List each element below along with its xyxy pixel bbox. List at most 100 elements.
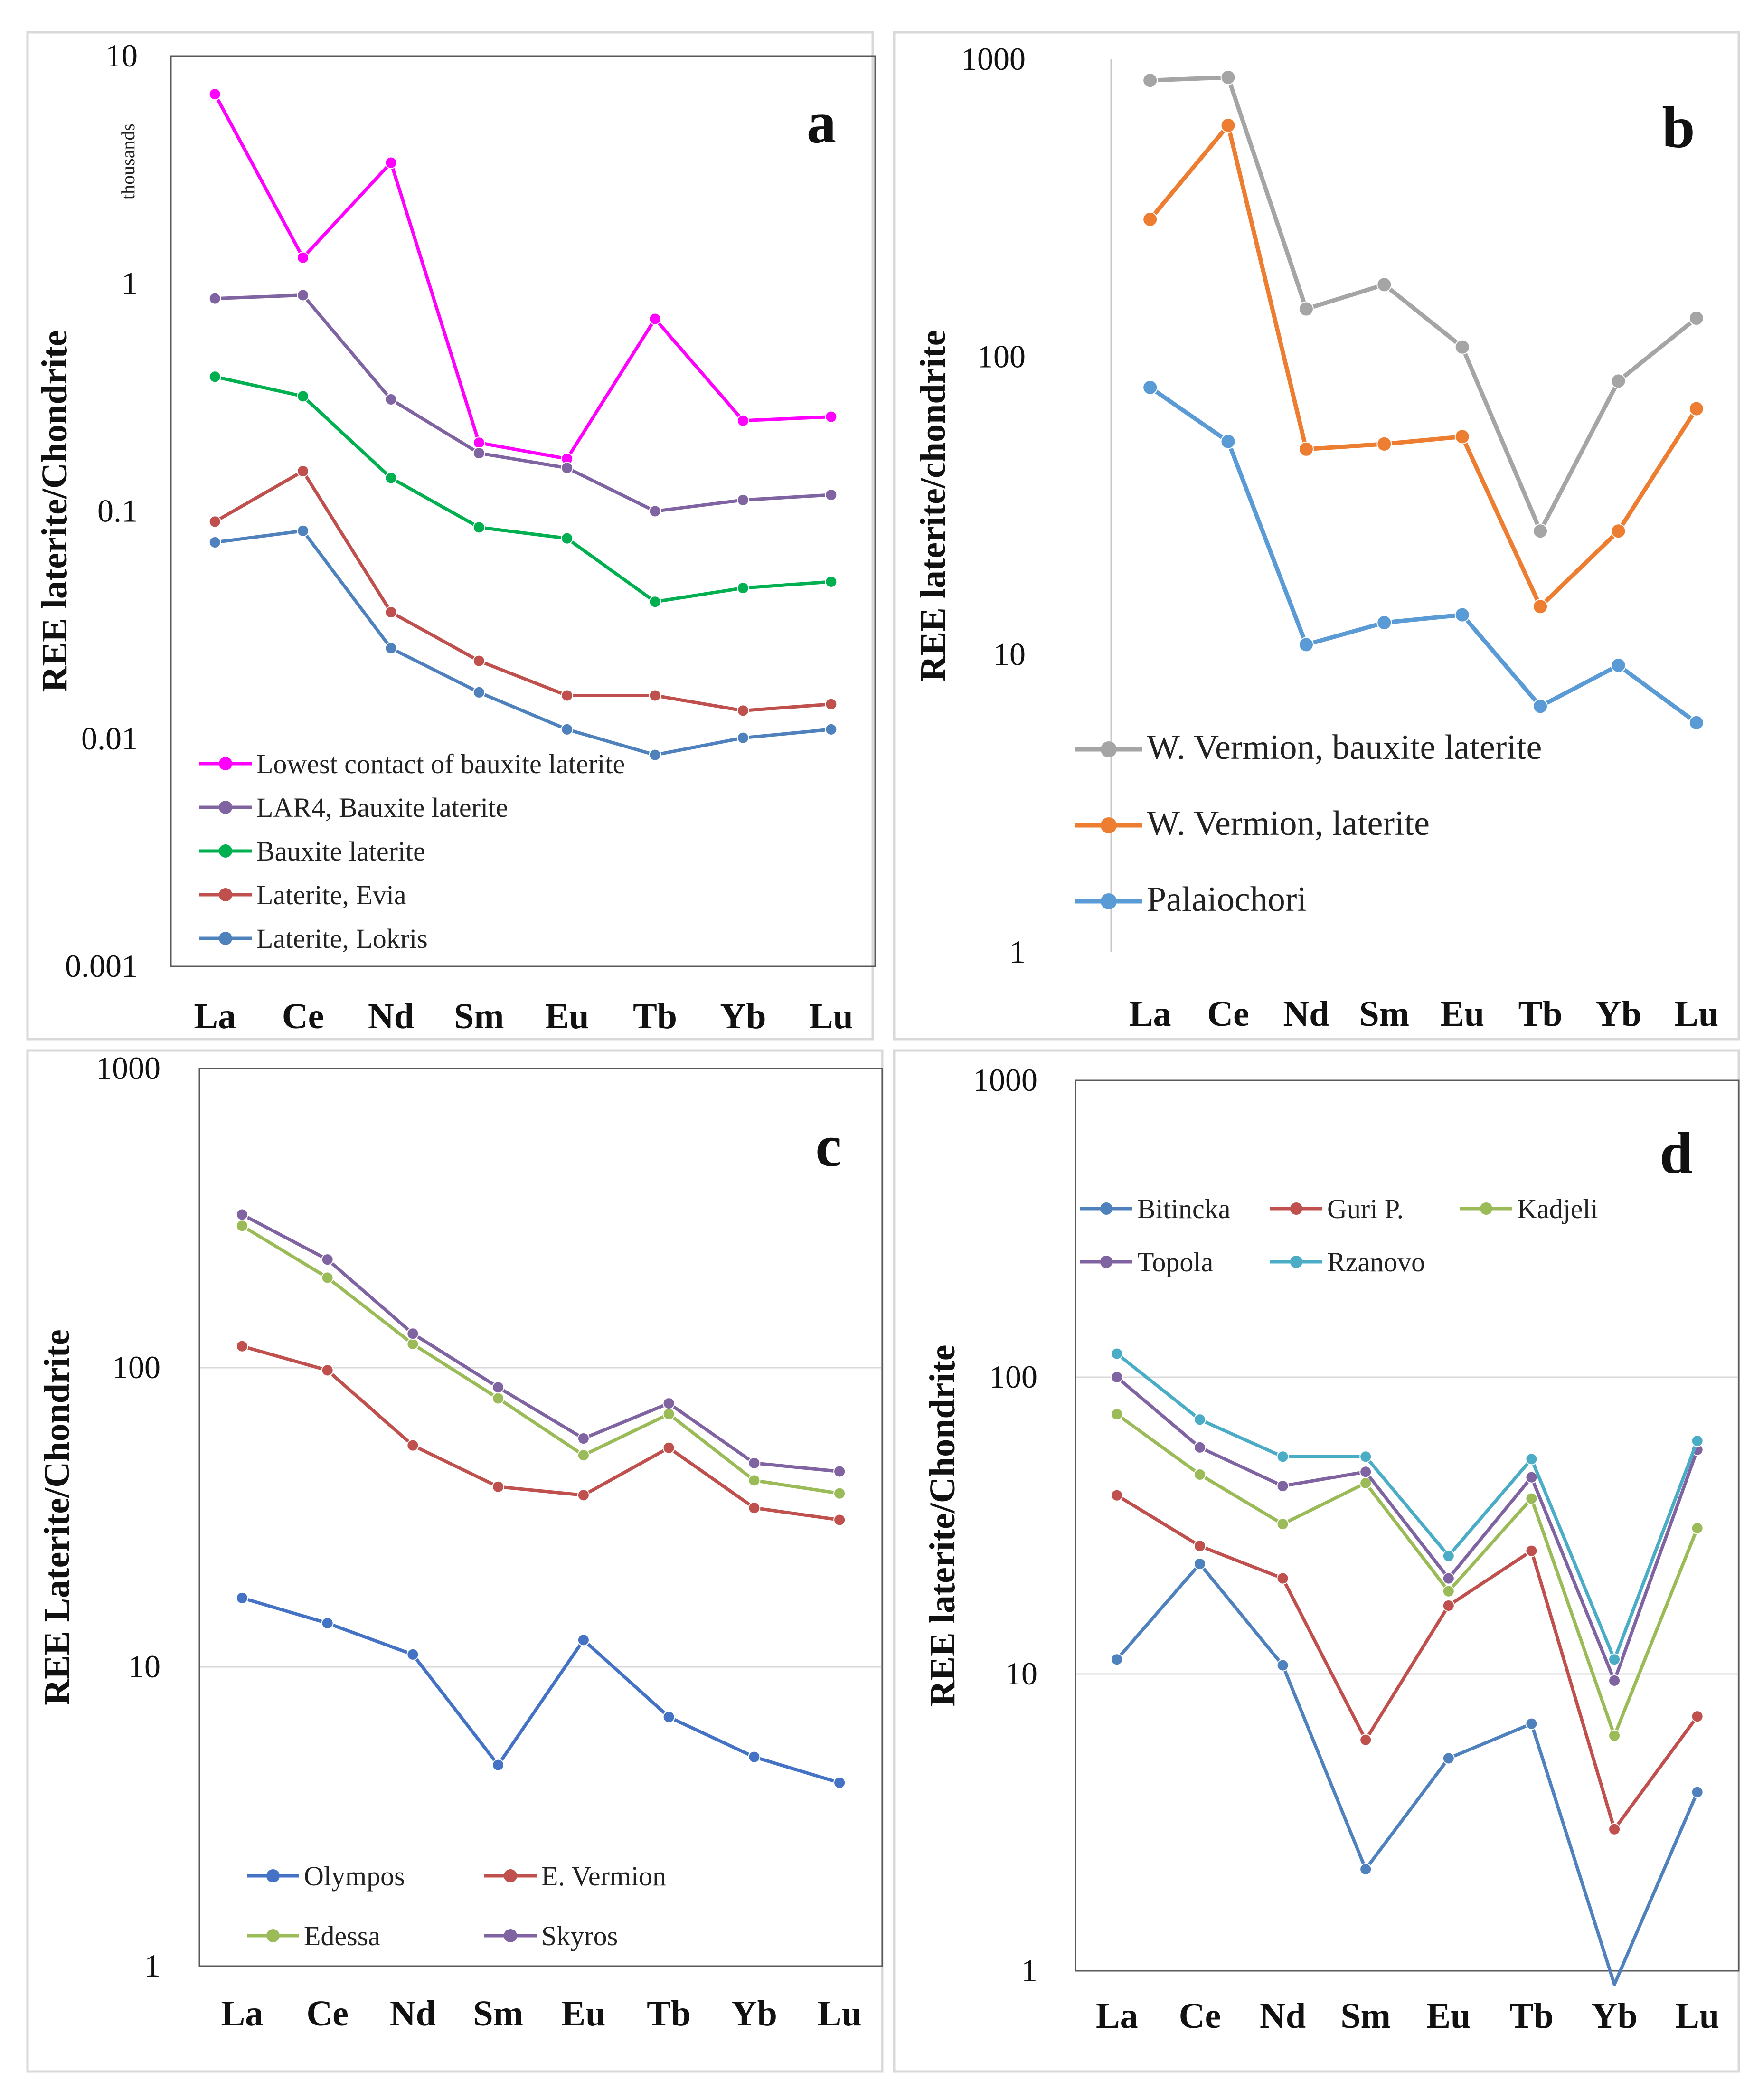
- data-point: [1442, 1585, 1455, 1598]
- legend-label: Skyros: [541, 1920, 618, 1951]
- legend-entry: W. Vermion, laterite: [1075, 804, 1430, 843]
- data-point: [736, 731, 749, 744]
- x-category-label: Nd: [368, 996, 414, 1036]
- data-point: [649, 689, 661, 702]
- data-point: [1691, 1522, 1704, 1534]
- y-tick-label: 10: [128, 1648, 160, 1684]
- legend-label: Guri P.: [1327, 1193, 1404, 1224]
- panel-d: 1000 100 10 1 La Ce Nd Sm Eu Tb Yb Lu REE laterite/C…: [893, 1049, 1740, 2073]
- data-point: [321, 1617, 334, 1629]
- data-point: [1193, 1558, 1206, 1570]
- data-point: [321, 1364, 334, 1377]
- data-point: [649, 748, 661, 761]
- data-point: [1611, 658, 1626, 673]
- data-point: [208, 370, 221, 383]
- data-point: [297, 465, 310, 478]
- series-lar4-bauxite-laterite: [208, 289, 838, 518]
- data-point: [1376, 615, 1392, 631]
- series-bauxite-laterite: [208, 370, 838, 608]
- data-point: [1111, 1408, 1123, 1421]
- data-point: [1359, 1863, 1372, 1875]
- legend-swatch-marker: [1100, 1202, 1112, 1215]
- data-point: [1442, 1599, 1455, 1612]
- legend-entry: Topola: [1080, 1247, 1213, 1277]
- data-point: [1454, 339, 1470, 355]
- x-category-label: La: [194, 996, 236, 1036]
- panel-frame: [26, 1049, 884, 2073]
- x-category-label: Nd: [1260, 1996, 1306, 2036]
- data-point: [1220, 69, 1236, 85]
- series-laterite-lokris: [208, 524, 838, 761]
- legend-label: Bauxite laterite: [256, 836, 425, 867]
- series-line: [241, 1213, 840, 1473]
- panel-letter: d: [1659, 1121, 1693, 1186]
- series-rzanovo: [1111, 1347, 1704, 1666]
- legend-label: E. Vermion: [541, 1861, 666, 1892]
- data-point: [236, 1340, 248, 1353]
- data-point: [406, 1439, 419, 1452]
- data-point: [297, 251, 310, 264]
- legend-swatch-marker: [219, 844, 232, 858]
- data-point: [825, 410, 838, 423]
- data-point: [1276, 1572, 1289, 1585]
- data-point: [297, 390, 310, 403]
- series-line: [1115, 1562, 1699, 1986]
- legend-swatch-marker: [219, 757, 232, 770]
- data-point: [1533, 523, 1548, 539]
- y-tick-label: 1: [1009, 934, 1026, 970]
- data-point: [406, 1327, 419, 1340]
- data-point: [748, 1750, 761, 1763]
- data-point: [208, 536, 221, 549]
- data-point: [492, 1759, 505, 1771]
- y-tick-label: 10: [1005, 1655, 1037, 1692]
- legend-swatch-marker: [266, 1929, 280, 1942]
- data-point: [406, 1338, 419, 1351]
- data-point: [561, 532, 574, 545]
- panel-letter: b: [1662, 95, 1695, 161]
- series-line: [215, 529, 831, 757]
- legend-label: Bitincka: [1137, 1193, 1231, 1224]
- x-category-label: Eu: [545, 996, 589, 1036]
- data-point: [1111, 1347, 1123, 1360]
- axis-unit-label: thousands: [117, 123, 139, 199]
- series-palaiochori: [1142, 379, 1704, 730]
- legend-entry: Laterite, Evia: [199, 880, 406, 910]
- data-point: [1359, 1466, 1372, 1478]
- x-category-label: Ce: [306, 1994, 349, 2034]
- series-line: [1116, 1352, 1699, 1661]
- legend-swatch-marker: [1480, 1202, 1492, 1215]
- data-point: [577, 1634, 590, 1646]
- x-category-label: Sm: [473, 1994, 523, 2034]
- legend-label: W. Vermion, bauxite laterite: [1147, 728, 1542, 767]
- data-point: [649, 505, 661, 518]
- panel-c: 1000 100 10 1 La Ce Nd Sm Eu Tb Yb Lu REE Laterite/C…: [26, 1049, 884, 2073]
- data-point: [662, 1397, 675, 1410]
- data-point: [1525, 1717, 1538, 1730]
- legend-label: Edessa: [304, 1920, 380, 1951]
- legend-label: LAR4, Bauxite laterite: [256, 792, 508, 823]
- series-line: [215, 293, 831, 513]
- panel-frame: [893, 31, 1740, 1041]
- data-point: [736, 493, 749, 506]
- data-point: [385, 156, 397, 169]
- data-point: [1691, 1435, 1704, 1447]
- series-bitincka: [1111, 1558, 1704, 1986]
- y-tick-label: 100: [112, 1349, 160, 1385]
- data-point: [208, 515, 221, 528]
- legend-label: Laterite, Lokris: [256, 923, 428, 954]
- y-tick-label: 10: [105, 38, 138, 74]
- legend-swatch-marker: [1101, 741, 1117, 757]
- x-category-label: Lu: [809, 996, 853, 1036]
- data-point: [208, 292, 221, 305]
- data-point: [236, 1591, 248, 1604]
- x-category-label: Yb: [731, 1994, 777, 2034]
- data-point: [748, 1502, 761, 1514]
- x-category-label: Eu: [561, 1994, 605, 2034]
- legend-label: Laterite, Evia: [256, 880, 406, 910]
- series-line: [1116, 1413, 1699, 1738]
- legend-entry: Bitincka: [1080, 1193, 1231, 1224]
- data-point: [492, 1392, 505, 1405]
- data-point: [236, 1208, 248, 1221]
- legend-swatch-marker: [504, 1929, 517, 1942]
- y-axis-title: REE laterite/Chondrite: [35, 330, 75, 692]
